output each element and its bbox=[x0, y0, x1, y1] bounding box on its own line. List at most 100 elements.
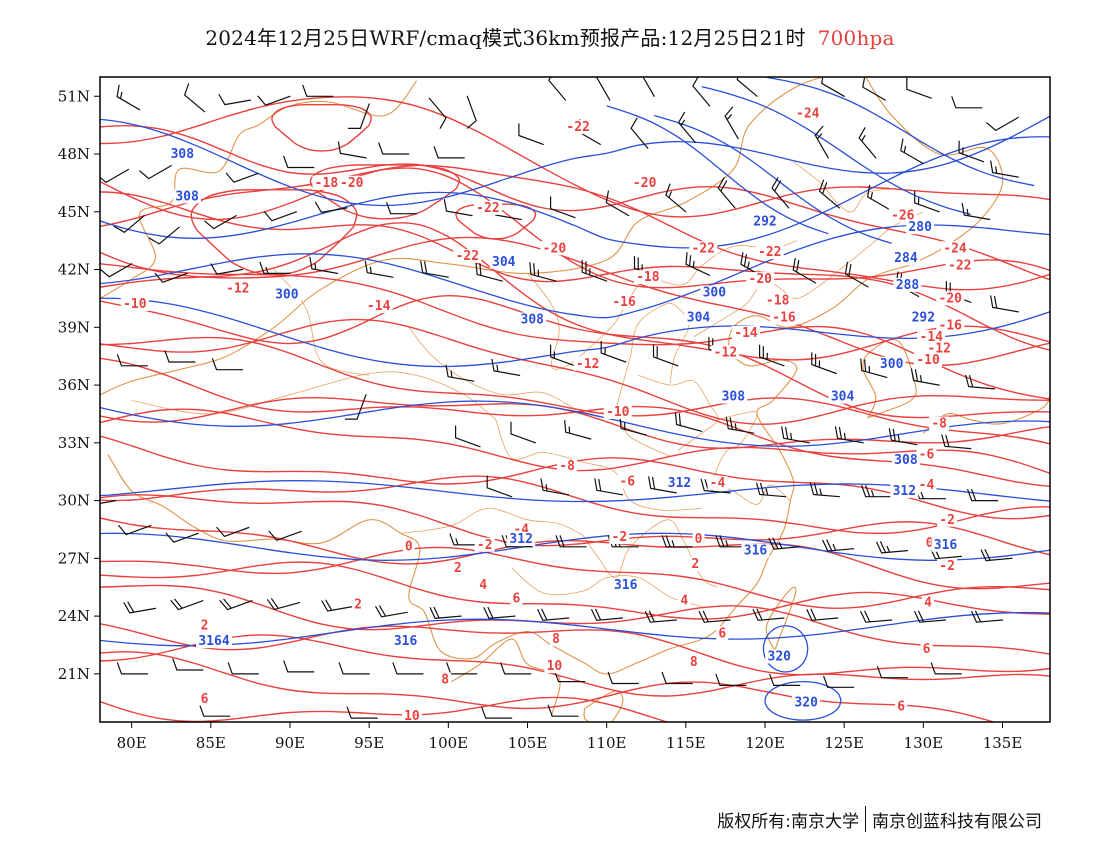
wind-barb bbox=[227, 662, 259, 675]
temperature-label-bg bbox=[888, 208, 917, 223]
x-tick-label: 135E bbox=[983, 734, 1023, 752]
isotherm bbox=[100, 623, 1050, 676]
wind-barb bbox=[980, 549, 1013, 562]
temperature-label-bg bbox=[929, 416, 950, 431]
height-label: 300 bbox=[703, 286, 727, 301]
country-border bbox=[100, 77, 825, 396]
wind-barb bbox=[910, 368, 940, 386]
wind-barb bbox=[958, 140, 985, 163]
wind-barb bbox=[861, 485, 893, 498]
y-tick-label: 36N bbox=[58, 376, 90, 394]
map-title-main: 2024年12月25日WRF/cmaq模式36km预报产品:12月25日21时 bbox=[205, 26, 806, 50]
temperature-label: -20 bbox=[749, 272, 773, 287]
isotherm bbox=[100, 336, 1050, 445]
height-label: 316 bbox=[614, 578, 638, 593]
height-label: 288 bbox=[896, 278, 920, 293]
footer-divider bbox=[865, 806, 866, 832]
height-contour-trough bbox=[701, 85, 971, 216]
temperature-label-bg bbox=[937, 512, 958, 527]
wind-barb bbox=[564, 420, 592, 440]
y-tick-label: 39N bbox=[58, 318, 90, 336]
wind-barb bbox=[605, 190, 630, 217]
temperature-label: -22 bbox=[566, 120, 589, 135]
wind-barb bbox=[768, 537, 801, 550]
temperature-label: -2 bbox=[612, 530, 628, 545]
isotherm bbox=[100, 584, 1050, 655]
x-tick-label: 130E bbox=[904, 734, 944, 752]
height-label: 284 bbox=[894, 251, 918, 266]
temperature-label-bg bbox=[916, 478, 937, 493]
temperature-label: -12 bbox=[714, 345, 737, 360]
wind-barb bbox=[594, 478, 624, 496]
wind-barb bbox=[715, 673, 747, 686]
height-label-bg bbox=[906, 220, 935, 235]
height-label-bg bbox=[518, 312, 547, 327]
height-label: 304 bbox=[831, 390, 855, 405]
wind-barb bbox=[961, 202, 991, 221]
temperature-label-bg bbox=[617, 474, 638, 489]
wind-barb bbox=[420, 260, 449, 278]
temperature-label: -20 bbox=[633, 176, 657, 191]
wind-barb bbox=[314, 201, 348, 213]
temperature-label: -16 bbox=[939, 318, 963, 333]
wind-barb bbox=[591, 608, 624, 621]
height-label: 316 bbox=[744, 544, 768, 559]
wind-barb bbox=[466, 95, 477, 129]
wind-barb bbox=[876, 666, 909, 679]
wind-barb bbox=[951, 96, 983, 109]
temperature-label: -12 bbox=[226, 282, 249, 297]
province-border bbox=[273, 269, 370, 376]
country-border bbox=[583, 690, 624, 722]
y-tick-label: 21N bbox=[58, 665, 90, 683]
wind-barb bbox=[550, 344, 576, 367]
height-label: 304 bbox=[492, 255, 516, 270]
height-label: 308 bbox=[171, 147, 195, 162]
temperature-label-bg bbox=[223, 281, 252, 296]
province-border bbox=[638, 375, 719, 451]
temperature-label: 0 bbox=[405, 540, 413, 555]
temperature-label: -22 bbox=[456, 249, 479, 264]
wind-barb bbox=[822, 539, 855, 552]
y-tick-label: 30N bbox=[58, 492, 90, 510]
wind-barb bbox=[661, 535, 693, 548]
height-label: 3164 bbox=[198, 634, 229, 649]
wind-barb bbox=[491, 358, 521, 376]
temperature-label: 2 bbox=[691, 557, 699, 572]
temperature-label: -22 bbox=[758, 245, 781, 260]
wind-barb bbox=[210, 263, 244, 275]
height-contour-high bbox=[762, 625, 809, 673]
temperature-label: -24 bbox=[943, 241, 967, 256]
wind-barb bbox=[548, 77, 567, 101]
wind-barb bbox=[771, 177, 790, 209]
temperature-label-bg bbox=[610, 295, 639, 310]
temperature-label: -14 bbox=[920, 330, 944, 345]
height-contour bbox=[100, 400, 1050, 447]
temperature-label-bg bbox=[707, 476, 728, 491]
temperature-label-bg bbox=[793, 106, 822, 121]
temperature-label: 10 bbox=[547, 659, 563, 674]
temperature-label: 2 bbox=[454, 561, 462, 576]
height-label: 316 bbox=[934, 538, 958, 553]
wind-barb bbox=[118, 524, 152, 536]
height-label-bg bbox=[272, 287, 301, 302]
wind-barb bbox=[170, 598, 204, 611]
wind-barb bbox=[148, 226, 180, 245]
height-label: 312 bbox=[509, 532, 532, 547]
temperature-label-bg bbox=[732, 326, 760, 340]
wind-barb bbox=[862, 77, 886, 101]
temperature-label: -8 bbox=[559, 459, 575, 474]
temperature-label: 0 bbox=[695, 532, 703, 547]
wind-barb bbox=[346, 706, 378, 719]
wind-barb bbox=[321, 599, 354, 612]
wind-barb bbox=[446, 662, 478, 675]
wind-barb bbox=[596, 77, 611, 101]
isotherm bbox=[100, 475, 1050, 535]
wind-barb bbox=[184, 83, 206, 113]
x-tick-label: 90E bbox=[275, 734, 305, 752]
temperature-label: -8 bbox=[931, 416, 947, 431]
wind-barb bbox=[172, 658, 204, 671]
wind-barb bbox=[445, 364, 475, 382]
wind-barb bbox=[971, 610, 1004, 623]
wind-barb bbox=[930, 662, 962, 675]
wind-barb bbox=[475, 262, 503, 282]
